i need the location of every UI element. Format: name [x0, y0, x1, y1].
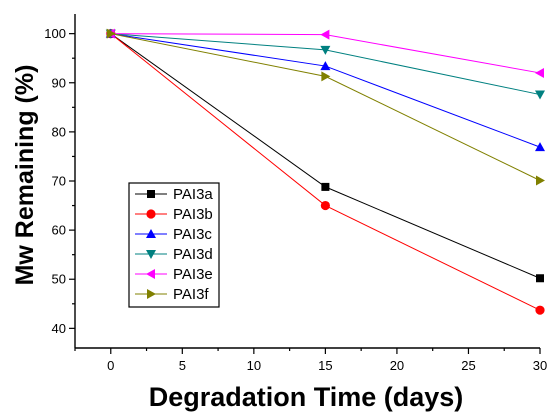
series-PAI3f — [106, 28, 545, 186]
data-point — [535, 67, 544, 78]
y-tick-label: 100 — [44, 26, 66, 41]
legend-marker — [146, 229, 156, 238]
y-tick-label: 80 — [52, 124, 66, 139]
data-point — [535, 305, 545, 315]
data-point — [536, 274, 544, 283]
x-axis-title: Degradation Time (days) — [149, 382, 464, 412]
legend-label: PAI3e — [173, 266, 213, 283]
legend-box — [128, 182, 220, 308]
data-point — [536, 175, 545, 186]
legend-label: PAI3b — [173, 206, 213, 223]
data-point — [106, 28, 116, 39]
y-axis-title: Mw Remaining (%) — [11, 65, 39, 286]
data-point — [320, 29, 330, 40]
data-point — [535, 90, 545, 100]
legend-label: PAI3f — [173, 286, 209, 303]
x-tick-label: 15 — [318, 358, 332, 373]
legend-label: PAI3a — [173, 186, 213, 203]
y-tick-label: 90 — [52, 75, 66, 90]
x-tick-label: 30 — [533, 358, 547, 373]
y-tick-label: 70 — [52, 174, 66, 189]
y-tick-label: 60 — [52, 223, 66, 238]
x-tick-label: 5 — [179, 358, 186, 373]
y-tick-label: 40 — [52, 321, 66, 336]
legend-marker — [146, 269, 155, 279]
series-layer — [105, 28, 545, 315]
data-point — [321, 71, 331, 82]
legend: PAI3a PAI3b PAI3c PAI3d PAI3e PAI3f — [128, 182, 220, 308]
data-point — [321, 182, 330, 191]
legend-label: PAI3c — [173, 226, 212, 243]
x-tick-label: 25 — [461, 358, 475, 373]
data-point — [535, 142, 545, 152]
legend-marker — [147, 289, 156, 299]
data-point — [320, 61, 331, 71]
data-point — [320, 45, 331, 55]
axes: 0 5 10 15 20 25 30 40 50 60 70 80 90 100 — [44, 14, 547, 373]
legend-label: PAI3d — [173, 246, 213, 263]
x-tick-label: 10 — [247, 358, 261, 373]
legend-marker — [147, 190, 155, 198]
y-tick-label: 50 — [52, 272, 66, 287]
legend-marker — [146, 209, 156, 219]
data-point — [320, 200, 330, 211]
x-tick-label: 20 — [390, 358, 404, 373]
x-tick-label: 0 — [107, 358, 114, 373]
legend-marker — [146, 250, 156, 259]
series-line — [110, 33, 541, 181]
